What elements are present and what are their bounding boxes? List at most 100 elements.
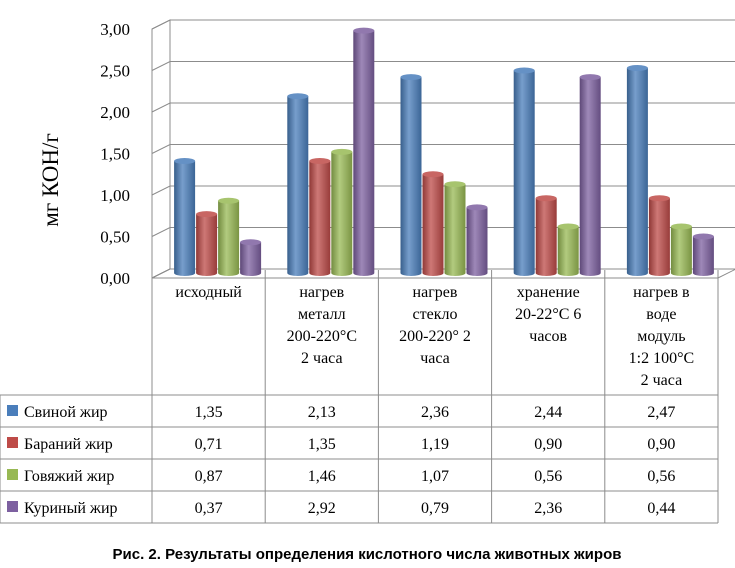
bar	[692, 233, 714, 276]
bar-cap	[400, 74, 422, 81]
bar-cap	[670, 223, 692, 230]
bar	[422, 171, 444, 276]
legend-swatch	[7, 501, 18, 512]
bar-cap	[626, 64, 648, 71]
bar-cap	[579, 74, 601, 81]
category-label: часов	[529, 328, 567, 345]
bar-cap	[287, 93, 309, 100]
legend-label: Бараний жир	[24, 436, 113, 453]
bar	[557, 223, 579, 276]
data-label: 1,35	[308, 436, 336, 453]
bar-body	[444, 184, 466, 276]
bar-body	[218, 200, 240, 276]
category-label: 200-220° 2	[399, 328, 471, 345]
bar	[670, 223, 692, 276]
category-label: металл	[298, 306, 346, 323]
y-tick-label: 1,50	[100, 145, 130, 164]
category-label: нагрев в	[633, 284, 690, 301]
category-label: 2 часа	[641, 372, 683, 389]
gridline	[151, 102, 735, 113]
legend-label: Говяжий жир	[24, 468, 114, 485]
bar	[353, 27, 375, 276]
bar-body	[422, 174, 444, 276]
y-tick-label: 2,50	[100, 62, 130, 81]
data-label: 1,46	[308, 468, 336, 485]
bar	[196, 211, 218, 276]
data-label: 1,35	[195, 404, 223, 421]
gridline	[151, 144, 735, 154]
data-label: 2,47	[647, 404, 675, 421]
data-label: 0,87	[195, 468, 223, 485]
gridlines	[151, 19, 735, 279]
data-label: 2,36	[534, 500, 562, 517]
bar-body	[331, 151, 353, 276]
category-label: воде	[646, 306, 676, 323]
y-axis-label: мг КОН/г	[38, 133, 63, 227]
category-label: 20-22°С 6	[515, 306, 581, 323]
bar-cap	[196, 211, 218, 218]
legend-swatch	[7, 405, 18, 416]
bar	[218, 197, 240, 276]
category-label: 1:2 100°С	[629, 350, 695, 367]
y-tick-label: 1,00	[100, 186, 130, 205]
data-label: 2,92	[308, 500, 336, 517]
data-label: 0,37	[195, 500, 223, 517]
data-label: 2,13	[308, 404, 336, 421]
bar	[513, 67, 535, 276]
bar	[174, 157, 196, 276]
data-label: 0,90	[647, 436, 675, 453]
data-table: исходный нагрев металл 200-220°С 2 часа нагре…	[0, 270, 719, 524]
gridline	[151, 61, 735, 71]
bar-cap	[444, 181, 466, 188]
bar-cap	[557, 223, 579, 230]
legend-swatch	[7, 469, 18, 480]
bar-body	[579, 77, 601, 277]
y-tick-label: 3,00	[100, 20, 130, 39]
bar-cap	[513, 67, 535, 74]
data-label: 2,44	[534, 404, 562, 421]
bar-cap	[309, 157, 331, 164]
bar	[444, 181, 466, 276]
data-label: 0,44	[647, 500, 675, 517]
bar	[309, 157, 331, 276]
bar-body	[626, 67, 648, 277]
y-tick-label: 0,00	[100, 269, 130, 288]
category-label: стекло	[413, 306, 458, 323]
data-label: 0,79	[421, 500, 449, 517]
bar-body	[557, 226, 579, 276]
bar	[579, 74, 601, 277]
category-label: хранение	[517, 284, 580, 301]
category-label: часа	[420, 350, 450, 367]
y-tick-label: 2,00	[100, 103, 130, 122]
bar-body	[309, 160, 331, 276]
category-label: нагрев	[299, 284, 344, 301]
category-label: 2 часа	[301, 350, 343, 367]
data-label: 0,56	[647, 468, 675, 485]
bar	[535, 195, 557, 276]
bar	[466, 204, 488, 276]
bar	[400, 74, 422, 277]
bar-cap	[692, 233, 714, 240]
data-label: 0,56	[534, 468, 562, 485]
bar-cap	[218, 197, 240, 204]
data-label: 2,36	[421, 404, 449, 421]
bar-body	[513, 70, 535, 276]
bar-body	[670, 226, 692, 276]
bar-body	[174, 160, 196, 276]
bar-cap	[240, 239, 262, 246]
bars	[174, 27, 714, 277]
bar-cap	[331, 148, 353, 155]
bar	[240, 239, 262, 276]
bar-body	[648, 198, 670, 276]
data-label: 0,71	[195, 436, 223, 453]
bar-body	[535, 198, 557, 276]
legend-swatch	[7, 437, 18, 448]
figure-caption: Рис. 2. Результаты определения кислотног…	[113, 546, 622, 563]
bar-body	[240, 242, 262, 276]
data-label: 1,19	[421, 436, 449, 453]
bar-cap	[535, 195, 557, 202]
bar-body	[287, 96, 309, 277]
bar-cap	[174, 157, 196, 164]
bar-body	[353, 30, 375, 276]
